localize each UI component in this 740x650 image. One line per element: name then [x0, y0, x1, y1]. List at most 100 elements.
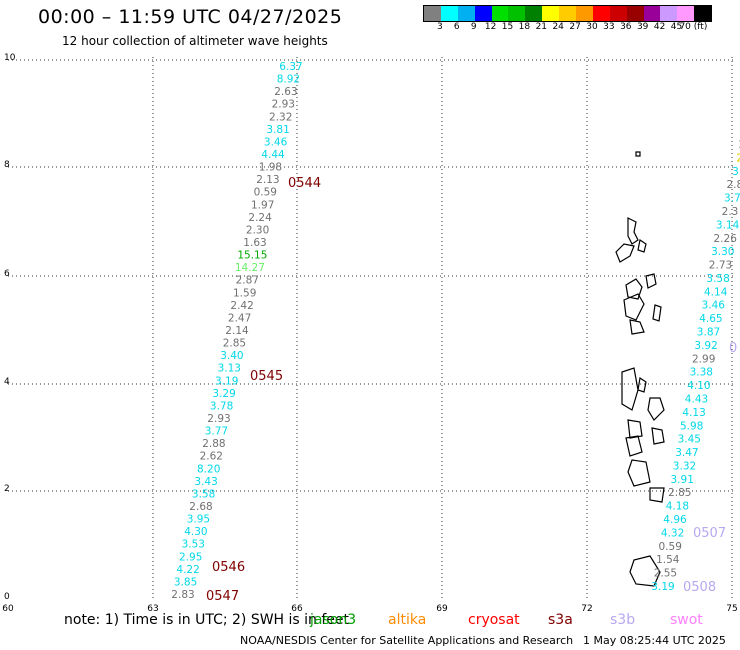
wave-height-value: 3.95: [187, 514, 210, 526]
island-outline: [645, 273, 657, 289]
wave-height-value: 4.65: [699, 313, 722, 325]
wave-height-value: 3.19: [651, 581, 674, 593]
wave-height-value: 2.88: [202, 438, 225, 450]
island-outline: [625, 435, 643, 457]
wave-height-value: 2.32: [269, 111, 292, 123]
island-outline: [625, 278, 643, 300]
wave-height-value: 14.27: [235, 262, 265, 274]
wave-height-value: 2.30: [246, 224, 269, 236]
wave-height-value: 2.85: [668, 487, 691, 499]
island-outline: [627, 419, 643, 439]
wave-height-value: 1.98: [259, 162, 282, 174]
wave-height-value: 3.29: [212, 388, 235, 400]
wave-height-value: 1.54: [656, 554, 680, 566]
island-outline: [627, 217, 639, 245]
mission-label: altika: [388, 612, 427, 628]
y-tick-label: 4: [4, 377, 10, 387]
legend-swatch: [491, 6, 509, 21]
legend-swatch: [609, 6, 627, 21]
wave-height-value: 2: [739, 139, 740, 151]
legend-swatch: [660, 6, 678, 21]
legend-swatch: [677, 6, 695, 21]
y-tick-label: 0: [4, 592, 10, 602]
island-outline: [629, 555, 661, 587]
legend-swatch: [525, 6, 543, 21]
wave-height-value: 2.26: [714, 233, 738, 245]
wave-height-value: 3.46: [702, 300, 726, 312]
generation-timestamp: 1 May 08:25:44 UTC 2025: [583, 634, 726, 647]
mission-label: s3a: [548, 612, 573, 628]
x-tick-label: 69: [436, 604, 448, 614]
pass-time-label: 0547: [206, 589, 239, 604]
pass-time-label: 0546: [212, 560, 245, 575]
wave-height-value: 2.68: [189, 501, 212, 513]
wave-height-value: 2.93: [272, 99, 295, 111]
wave-height-value: 2.87: [236, 275, 259, 287]
pass-time-label: 0544: [288, 176, 321, 191]
island-outline: [652, 304, 662, 322]
wave-height-value: 4.10: [687, 380, 710, 392]
wave-height-value: 8.92: [277, 74, 300, 86]
wave-height-value: 2.85: [223, 338, 246, 350]
wave-height-value: 3.19: [215, 375, 238, 387]
wave-height-value: 4.96: [663, 514, 687, 526]
wave-height-value: 3.87: [697, 327, 720, 339]
legend-swatch: [474, 6, 492, 21]
wave-height-value: 3.78: [210, 400, 233, 412]
wave-height-value: 2.73: [709, 260, 732, 272]
wave-height-value: 2.55: [654, 568, 677, 580]
island-outline: [647, 397, 665, 421]
legend-label: 15: [501, 22, 514, 32]
legend-label: 39: [636, 22, 649, 32]
wave-height-value: 4.44: [261, 149, 285, 161]
wave-height-value: 2.62: [200, 451, 223, 463]
legend-label: 24: [552, 22, 564, 32]
wave-height-value: 3.91: [671, 474, 694, 486]
legend-swatch: [424, 6, 441, 21]
wave-height-value: 3.30: [711, 246, 734, 258]
y-tick-label: 6: [4, 269, 10, 279]
x-tick-label: 72: [581, 604, 592, 614]
y-tick-label: 8: [4, 160, 10, 170]
wave-height-value: 4.13: [682, 407, 705, 419]
legend-label: 21: [535, 22, 548, 32]
x-tick-label: 75: [726, 604, 737, 614]
legend-label: 18: [518, 22, 531, 32]
legend-label: 36: [620, 22, 632, 32]
mission-label: jason3: [310, 612, 357, 628]
legend-swatch: [559, 6, 577, 21]
wave-height-value: 2.24: [248, 212, 272, 224]
wave-height-value: 6.37: [279, 61, 302, 73]
y-tick-label: 2: [4, 484, 10, 494]
wave-height-value: 5.98: [680, 420, 703, 432]
legend-label: 3: [437, 22, 443, 32]
wave-height-value: 3.53: [182, 539, 205, 551]
wave-height-value: 2.14: [225, 325, 249, 337]
map-subtitle: 12 hour collection of altimeter wave hei…: [62, 34, 328, 48]
legend-swatch: [440, 6, 458, 21]
wave-height-value: 3.85: [174, 576, 197, 588]
y-tick-label: 10: [4, 53, 16, 63]
mission-label: s3b: [610, 612, 636, 628]
wave-height-value: 4.18: [666, 501, 689, 513]
legend-swatch: [542, 6, 560, 21]
wave-height-value: 4.43: [685, 394, 708, 406]
wave-height-value: 3.7: [724, 193, 740, 205]
wave-height-value: 4.32: [661, 527, 684, 539]
island-outline: [615, 243, 635, 263]
mission-label: swot: [670, 612, 703, 628]
legend-label: 45: [670, 22, 683, 32]
legend-label: 33: [603, 22, 615, 32]
wave-height-value: 2.8: [726, 179, 740, 191]
wave-height-value: 4.14: [704, 286, 728, 298]
island-outline: [629, 319, 645, 335]
x-tick-label: 66: [291, 604, 303, 614]
wave-height-value: 1.63: [243, 237, 266, 249]
island-outline: [635, 151, 641, 157]
pass-time-label: 0545: [250, 369, 283, 384]
island-outline: [651, 427, 665, 445]
island-outline: [649, 487, 665, 503]
wave-height-value: 2.42: [230, 300, 253, 312]
wave-height-value: 3.92: [694, 340, 717, 352]
